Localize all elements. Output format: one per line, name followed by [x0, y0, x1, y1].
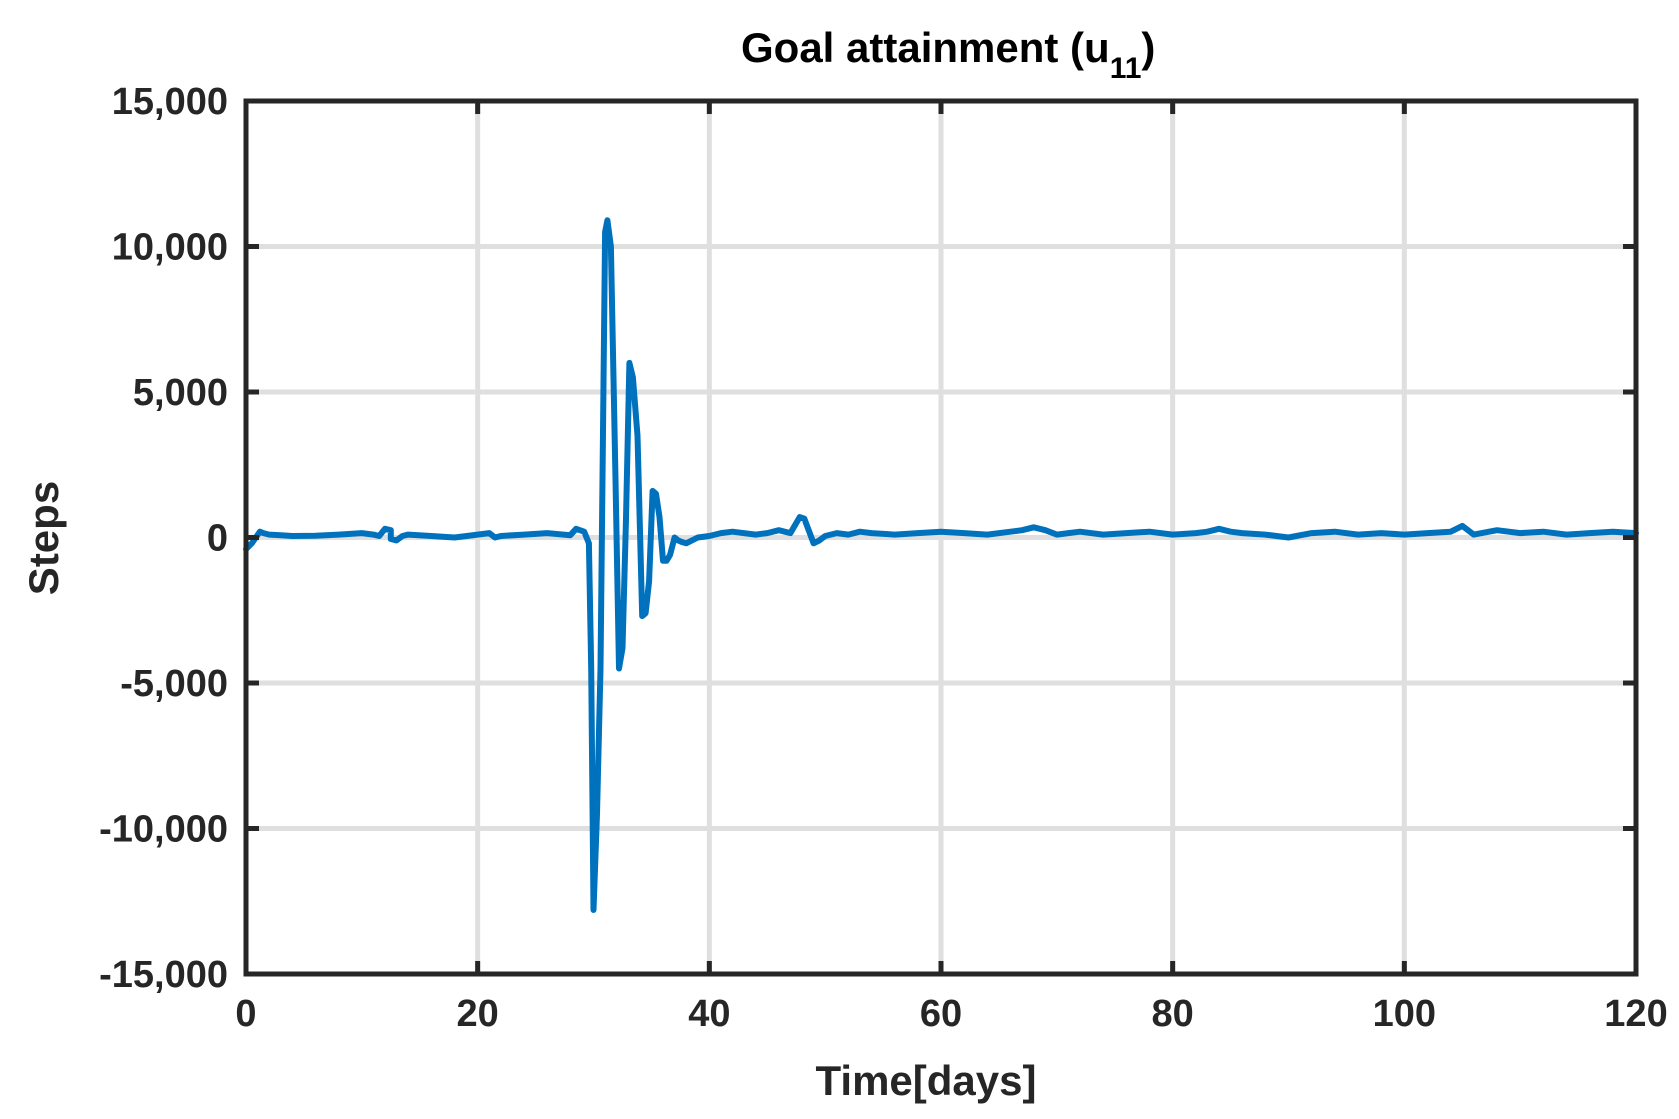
chart-title-close: )	[1141, 24, 1155, 71]
x-tick-label: 80	[1152, 993, 1194, 1035]
x-tick-label: 20	[457, 993, 499, 1035]
series-line-0	[243, 217, 1639, 913]
x-tick-label: 60	[920, 993, 962, 1035]
ticks	[243, 98, 1639, 977]
chart-title-main: Goal attainment (u	[741, 24, 1110, 71]
x-axis-label: Time[days]	[816, 1057, 1037, 1104]
chart-title-subscript: 11	[1110, 52, 1142, 85]
y-tick-label: 15,000	[112, 81, 228, 123]
x-tick-labels: 0 20 40 60 80 100 120	[235, 993, 1667, 1035]
series-layer	[243, 217, 1639, 913]
y-tick-label: -5,000	[120, 663, 228, 705]
x-tick-label: 120	[1604, 993, 1667, 1035]
x-tick-label: 40	[688, 993, 730, 1035]
x-tick-label: 0	[235, 993, 256, 1035]
y-tick-labels: 15,000 10,000 5,000 0 -5,000 -10,000 -15,000	[99, 81, 228, 996]
y-tick-label: 10,000	[112, 227, 228, 269]
y-tick-label: 0	[207, 518, 228, 560]
x-tick-label: 100	[1373, 993, 1436, 1035]
y-tick-label: -10,000	[99, 809, 228, 851]
chart-title: Goal attainment (u11)	[741, 24, 1155, 85]
y-tick-label: 5,000	[133, 372, 228, 414]
y-axis-label: Steps	[20, 481, 67, 595]
y-tick-label: -15,000	[99, 954, 228, 996]
